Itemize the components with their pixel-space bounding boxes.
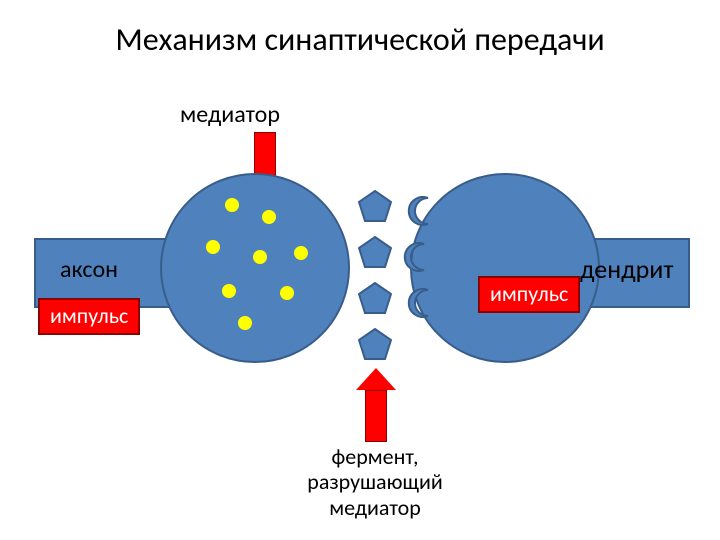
dendrite-label: дендрит	[580, 253, 673, 285]
impulse-left-label: импульс	[50, 302, 128, 329]
neurotransmitter-icon	[358, 328, 392, 360]
presynaptic-terminal	[160, 173, 350, 363]
mediator-label: медиатор	[180, 100, 280, 129]
receptor-icon	[404, 196, 434, 226]
vesicle	[251, 248, 269, 266]
vesicle	[223, 196, 241, 214]
vesicle	[278, 284, 296, 302]
receptor-icon	[400, 242, 430, 272]
neurotransmitter-icon	[358, 282, 392, 314]
enzyme-line1: фермент,	[332, 443, 419, 470]
enzyme-caption: фермент, разрушающий медиатор	[260, 444, 490, 520]
impulse-right-box: импульс	[478, 276, 580, 313]
postsynaptic-terminal	[410, 173, 600, 363]
neurotransmitter-icon	[358, 236, 392, 268]
vesicle	[220, 282, 238, 300]
axon-label: аксон	[60, 255, 118, 284]
neurotransmitter-icon	[358, 190, 392, 222]
vesicle	[260, 208, 278, 226]
enzyme-line2: разрушающий	[307, 468, 442, 495]
enzyme-arrow	[356, 368, 396, 442]
enzyme-line3: медиатор	[329, 494, 421, 521]
receptor-icon	[404, 288, 434, 318]
vesicle	[236, 314, 254, 332]
diagram-title: Механизм синаптической передачи	[0, 20, 720, 59]
vesicle	[292, 244, 310, 262]
vesicle	[204, 238, 222, 256]
impulse-left-box: импульс	[38, 298, 140, 335]
impulse-right-label: импульс	[490, 280, 568, 307]
